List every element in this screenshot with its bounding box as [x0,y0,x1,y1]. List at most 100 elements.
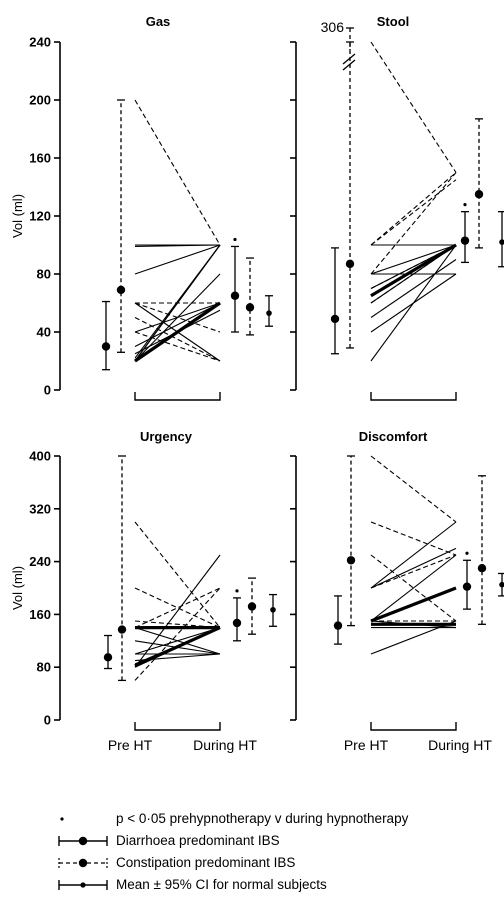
y-tick-label: 200 [29,93,51,108]
y-tick-label: 400 [29,449,51,464]
x-group-bracket [134,722,221,731]
normal-subjects-mean [499,581,504,588]
diarrhoea-subject-line [370,521,457,589]
significance-dot [233,237,237,242]
constipation-subject-line [370,455,457,523]
y-tick-label: 40 [37,325,51,340]
constipation-during-mean [247,602,257,611]
overlapping-subject-line [134,626,221,668]
constipation-subject-line [134,587,221,681]
legend-diarrhoea-text: Diarrhoea predominant IBS [116,833,280,848]
constipation-subject-line [370,172,457,246]
diarrhoea-subject-line [134,302,221,347]
diarrhoea-pre-mean [103,653,113,662]
normal-subjects-mean [270,606,276,613]
diarrhoea-subject-line [370,259,457,318]
y-tick-label: 0 [44,383,51,398]
diarrhoea-subject-line [134,244,221,247]
x-label-pre-left: Pre HT [108,737,153,753]
constipation-subject-line [370,554,457,589]
legend: p < 0·05 prehypnotherapy v during hypnot… [0,808,504,902]
constipation-subject-line [370,41,457,173]
diarrhoea-during-mean [460,236,470,245]
x-group-bracket [134,392,221,401]
constipation-pre-mean [117,625,127,634]
diarrhoea-pre-mean [101,342,111,351]
x-label-during-left: During HT [193,737,257,753]
legend-row-constipation: Constipation predominant IBS [0,854,504,874]
overlapping-subject-line [134,301,221,363]
diarrhoea-symbol-icon [58,836,108,846]
panel-title: Gas [146,14,171,29]
significance-marker-icon [60,817,64,821]
y-tick-label: 80 [37,267,51,282]
legend-row-significance: p < 0·05 prehypnotherapy v during hypnot… [0,810,504,830]
constipation-subject-line [134,521,221,628]
panel-discomfort: Discomfort [290,429,504,731]
constipation-pre-mean [346,556,356,565]
x-label-pre-right: Pre HT [344,737,389,753]
constipation-pre-mean [116,285,126,295]
diarrhoea-subject-line [370,620,457,655]
x-label-during-right: During HT [428,737,492,753]
constipation-subject-line [134,302,221,333]
significance-dot [463,203,467,207]
legend-row-normal: Mean ± 95% CI for normal subjects [0,876,504,896]
legend-normal-text: Mean ± 95% CI for normal subjects [116,877,327,892]
panel-stool: Stool 306 [290,14,504,401]
constipation-subject-line [134,99,221,246]
constipation-subject-line [370,554,457,622]
overlapping-subject-line [370,243,457,298]
constipation-subject-line [370,172,457,275]
normal-subjects-mean [499,239,504,245]
normal-subjects-mean [266,310,272,316]
diarrhoea-during-mean [462,582,472,591]
break-slash-1 [342,53,356,65]
diarrhoea-subject-line [370,244,457,275]
diarrhoea-subject-line [134,244,221,275]
legend-row-diarrhoea: Diarrhoea predominant IBS [0,832,504,852]
constipation-subject-line [370,179,457,246]
panel-title: Urgency [140,429,193,444]
overlapping-subject-line [370,586,457,623]
panel-urgency: Urgency 0 80 160 240 320 400 Vol (ml) [10,429,277,731]
diarrhoea-subject-line [134,627,221,655]
diarrhoea-subject-line [370,273,457,333]
y-tick-label: 320 [29,501,51,516]
panel-title: Discomfort [359,429,428,444]
legend-significance-text: p < 0·05 prehypnotherapy v during hypnot… [116,811,409,826]
diarrhoea-subject-line [370,554,457,622]
y-tick-label: 0 [44,713,51,728]
y-tick-label: 80 [37,660,51,675]
y-tick-label: 120 [29,209,51,224]
constipation-pre-mean [345,259,355,269]
constipation-symbol-icon [58,858,108,868]
constipation-during-mean [474,190,484,199]
y-tick-label: 240 [29,35,51,50]
diarrhoea-during-mean [232,618,242,628]
constipation-subject-line [370,244,457,304]
diarrhoea-subject-line [370,547,457,589]
y-tick-label: 240 [29,554,51,569]
y-tick-label: 160 [29,607,51,622]
diarrhoea-during-mean [230,291,240,300]
significance-dot [235,589,239,593]
break-value-label: 306 [321,19,345,35]
y-tick-label: 160 [29,151,51,166]
x-group-bracket [370,722,457,731]
x-category-labels: Pre HT During HT Pre HT During HT [108,737,493,753]
constipation-subject-line [134,317,221,362]
constipation-during-mean [477,564,487,573]
diarrhoea-subject-line [134,554,221,668]
diarrhoea-pre-mean [333,621,343,630]
legend-constipation-text: Constipation predominant IBS [116,855,296,870]
panel-title: Stool [377,14,410,29]
break-slash-2 [342,59,356,71]
x-group-bracket [370,392,457,401]
constipation-subject-line [134,331,221,362]
y-axis-label: Vol (ml) [10,566,25,610]
constipation-during-mean [245,303,255,312]
diarrhoea-pre-mean [330,314,340,324]
y-axis-label: Vol (ml) [10,194,25,238]
